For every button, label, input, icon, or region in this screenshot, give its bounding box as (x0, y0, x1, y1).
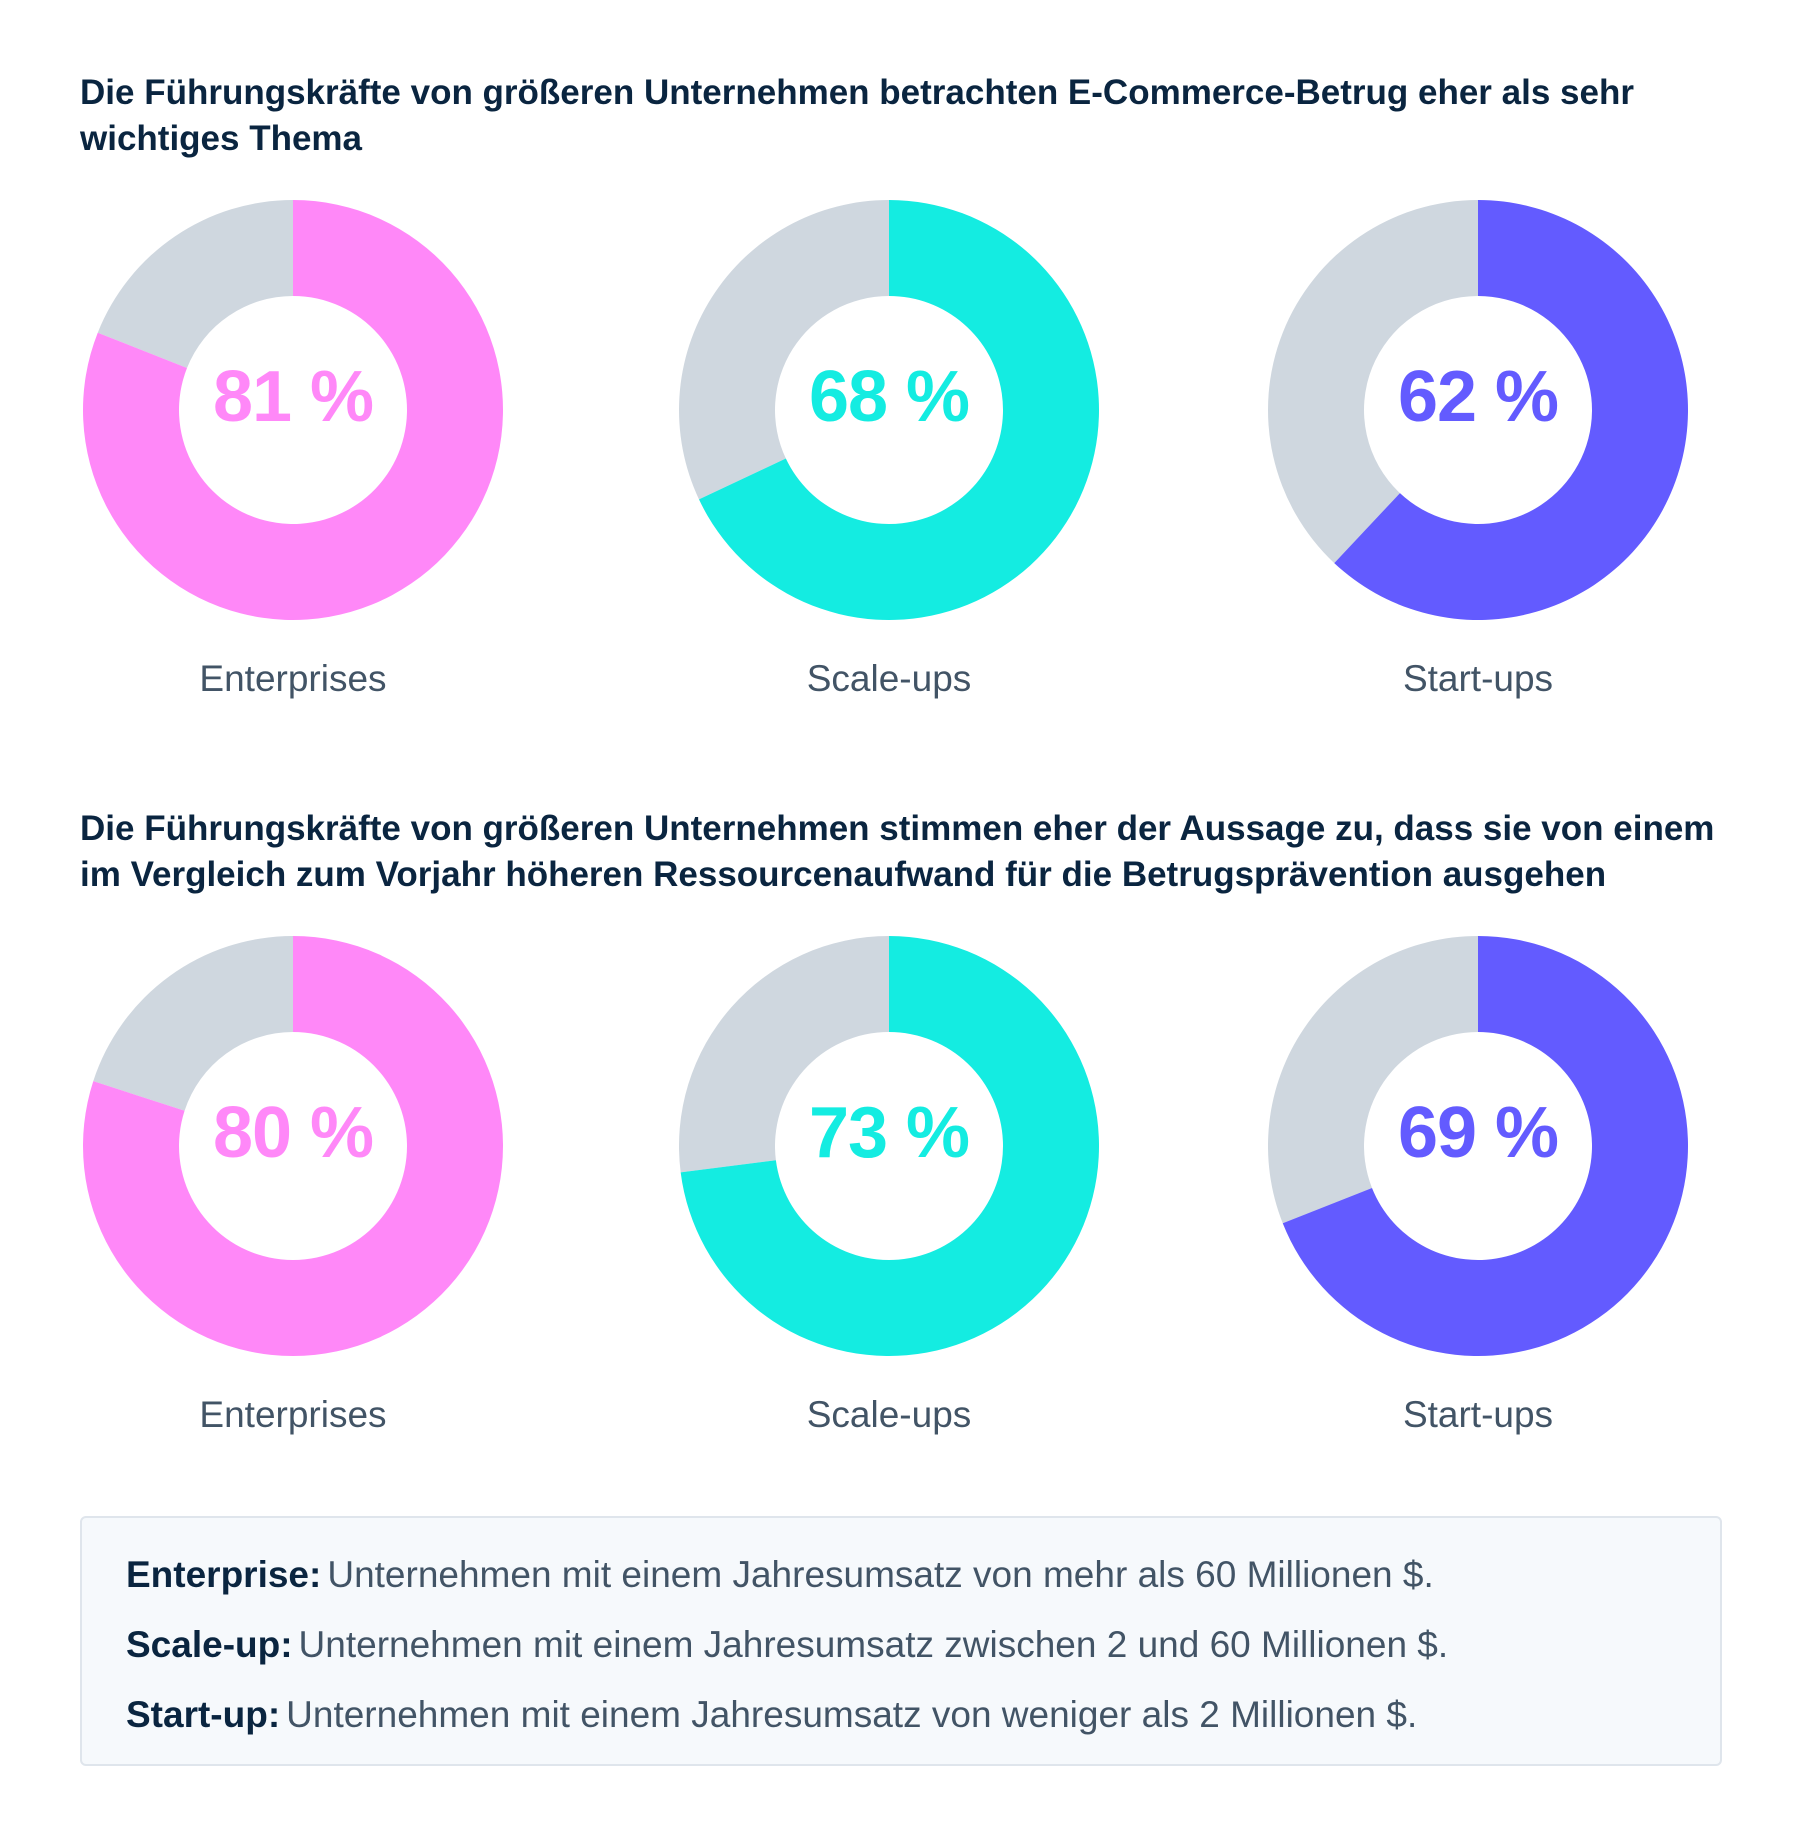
donut-category-label: Scale-ups (806, 1394, 972, 1435)
donut-svg (1268, 936, 1688, 1356)
donut-slice-remainder (93, 936, 293, 1111)
donut-value-label: 69 % (1397, 1093, 1559, 1173)
donut-svg (1268, 200, 1688, 620)
definition-text: Unternehmen mit einem Jahresumsatz zwisc… (298, 1624, 1449, 1665)
donut-slice-remainder (679, 936, 889, 1173)
donut-chart-scaleups-resources: 73 % Scale-ups (649, 936, 1129, 1456)
donut-slice-value (82, 200, 504, 620)
donut-slice-remainder (1268, 200, 1478, 564)
donut-category-label: Start-ups (1402, 658, 1554, 699)
definition-enterprise: Enterprise: Unternehmen mit einem Jahresu… (126, 1554, 1434, 1596)
donut-charts-resources: 80 % Enterprises 73 % Scale-ups 69 % Sta… (0, 936, 1800, 1456)
donut-slice-value (698, 200, 1099, 620)
donut-chart-scaleups-importance: 68 % Scale-ups (649, 200, 1129, 720)
donut-chart-enterprises-resources: 80 % Enterprises (53, 936, 533, 1456)
donut-value-label: 62 % (1397, 357, 1559, 437)
donut-svg (679, 936, 1099, 1356)
definition-text: Unternehmen mit einem Jahresumsatz von w… (286, 1694, 1418, 1735)
donut-slice-remainder (97, 200, 293, 369)
donut-svg (82, 200, 504, 620)
donut-slice-value (1334, 200, 1688, 620)
donut-category-label: Scale-ups (806, 658, 972, 699)
section-title-resources: Die Führungskräfte von größeren Unterneh… (80, 809, 1715, 894)
donut-chart-startups-importance: 62 % Start-ups (1238, 200, 1718, 720)
section-title-importance: Die Führungskräfte von größeren Unterneh… (80, 73, 1634, 158)
definitions-box: Enterprise: Unternehmen mit einem Jahresu… (80, 1516, 1722, 1766)
donut-value-label: 68 % (808, 357, 970, 437)
donut-value-label: 73 % (808, 1093, 970, 1173)
donut-value-label: 81 % (212, 357, 374, 437)
definition-term: Scale-up: (126, 1624, 293, 1665)
donut-category-label: Start-ups (1402, 1394, 1554, 1435)
definition-text: Unternehmen mit einem Jahresumsatz von m… (327, 1554, 1434, 1595)
definition-term: Start-up: (126, 1694, 281, 1735)
donut-category-label: Enterprises (199, 1394, 387, 1435)
definition-startup: Start-up: Unternehmen mit einem Jahresums… (126, 1694, 1417, 1736)
definition-scaleup: Scale-up: Unternehmen mit einem Jahresums… (126, 1624, 1448, 1666)
donut-slice-remainder (679, 200, 889, 500)
donut-slice-value (680, 936, 1099, 1356)
donut-slice-value (1282, 936, 1688, 1356)
donut-slice-value (83, 936, 503, 1356)
definition-term: Enterprise: (126, 1554, 322, 1595)
donut-category-label: Enterprises (199, 658, 387, 699)
donut-chart-startups-resources: 69 % Start-ups (1238, 936, 1718, 1456)
donut-charts-importance: 81 % Enterprises 68 % Scale-ups 62 % Sta… (0, 200, 1800, 720)
donut-svg (83, 936, 503, 1356)
donut-svg (679, 200, 1099, 620)
donut-chart-enterprises-importance: 81 % Enterprises (53, 200, 533, 720)
donut-value-label: 80 % (212, 1093, 374, 1173)
donut-slice-remainder (1268, 936, 1478, 1224)
